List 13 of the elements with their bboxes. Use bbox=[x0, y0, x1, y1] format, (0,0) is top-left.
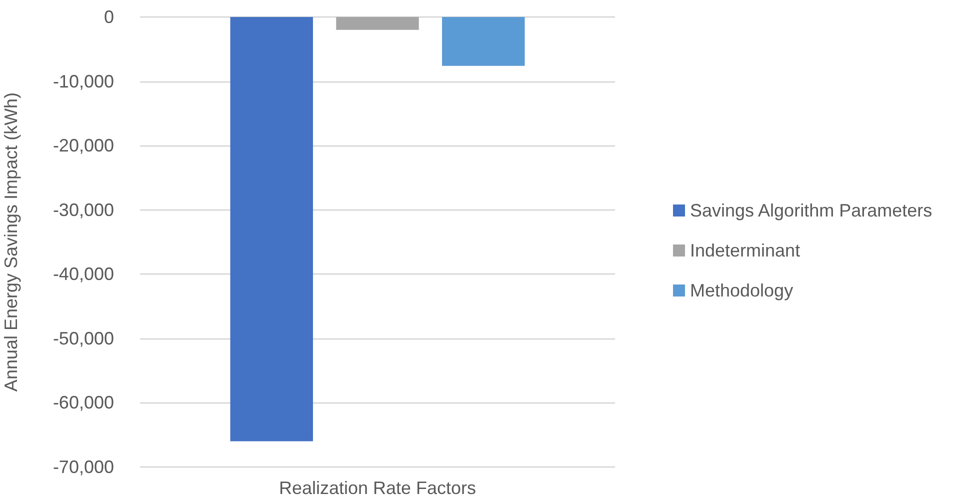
y-tick-label: -50,000 bbox=[52, 328, 114, 348]
legend-label: Methodology bbox=[690, 280, 794, 300]
y-tick-label: -40,000 bbox=[52, 264, 114, 284]
y-tick-label: -10,000 bbox=[52, 71, 114, 92]
legend-label: Savings Algorithm Parameters bbox=[690, 200, 932, 220]
x-tick-label: Realization Rate Factors bbox=[278, 478, 476, 498]
y-tick-label: -70,000 bbox=[52, 457, 114, 477]
y-tick-label: -30,000 bbox=[52, 200, 114, 220]
y-axis-title: Annual Energy Savings Impact (kWh) bbox=[1, 92, 21, 392]
legend-label: Indeterminant bbox=[690, 240, 800, 260]
y-tick-label: 0 bbox=[104, 7, 114, 27]
y-tick-label: -60,000 bbox=[52, 392, 114, 413]
y-tick-label: -20,000 bbox=[52, 136, 114, 156]
